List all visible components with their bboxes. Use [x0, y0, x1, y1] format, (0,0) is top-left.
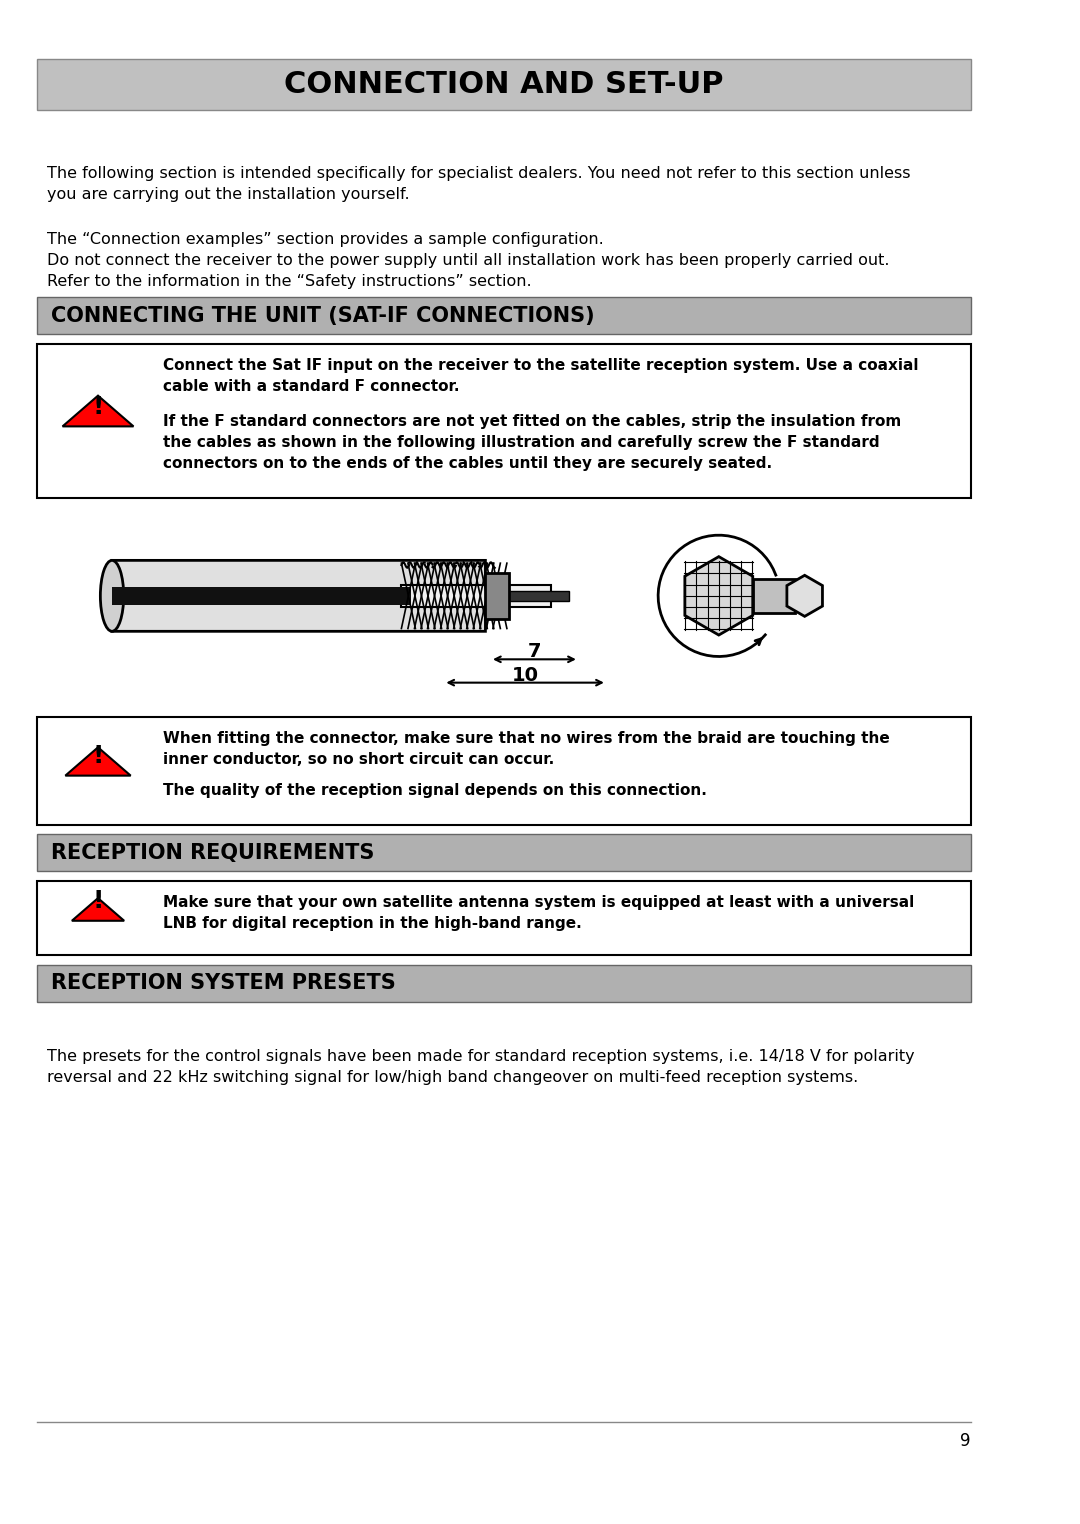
Text: The “Connection examples” section provides a sample configuration.
Do not connec: The “Connection examples” section provid…: [46, 232, 889, 288]
Text: The following section is intended specifically for specialist dealers. You need : The following section is intended specif…: [46, 166, 910, 203]
FancyBboxPatch shape: [38, 881, 971, 956]
Polygon shape: [787, 575, 823, 616]
FancyBboxPatch shape: [38, 834, 971, 872]
FancyBboxPatch shape: [112, 587, 410, 605]
Text: If the F standard connectors are not yet fitted on the cables, strip the insulat: If the F standard connectors are not yet…: [163, 415, 902, 471]
Text: 9: 9: [960, 1431, 971, 1449]
Text: !: !: [92, 890, 104, 913]
Polygon shape: [66, 747, 131, 776]
Text: CONNECTION AND SET-UP: CONNECTION AND SET-UP: [284, 70, 724, 99]
FancyBboxPatch shape: [112, 561, 485, 631]
Text: The presets for the control signals have been made for standard reception system: The presets for the control signals have…: [46, 1049, 915, 1085]
Text: Make sure that your own satellite antenna system is equipped at least with a uni: Make sure that your own satellite antenn…: [163, 895, 915, 931]
Text: 7: 7: [528, 642, 541, 661]
Polygon shape: [685, 556, 753, 636]
FancyBboxPatch shape: [495, 591, 569, 600]
Text: RECEPTION REQUIREMENTS: RECEPTION REQUIREMENTS: [52, 843, 375, 863]
FancyBboxPatch shape: [402, 585, 551, 607]
Text: 10: 10: [512, 666, 539, 684]
Ellipse shape: [100, 561, 124, 631]
Text: When fitting the connector, make sure that no wires from the braid are touching : When fitting the connector, make sure th…: [163, 732, 890, 767]
Text: !: !: [92, 744, 104, 768]
FancyBboxPatch shape: [754, 579, 795, 613]
FancyBboxPatch shape: [38, 344, 971, 498]
Polygon shape: [72, 898, 124, 920]
Text: The quality of the reception signal depends on this connection.: The quality of the reception signal depe…: [163, 782, 707, 797]
FancyBboxPatch shape: [38, 297, 971, 334]
Text: Connect the Sat IF input on the receiver to the satellite reception system. Use : Connect the Sat IF input on the receiver…: [163, 358, 919, 393]
Text: CONNECTING THE UNIT (SAT-IF CONNECTIONS): CONNECTING THE UNIT (SAT-IF CONNECTIONS): [52, 306, 595, 326]
FancyBboxPatch shape: [485, 573, 509, 619]
Text: RECEPTION SYSTEM PRESETS: RECEPTION SYSTEM PRESETS: [52, 974, 396, 994]
FancyBboxPatch shape: [38, 59, 971, 110]
Text: !: !: [92, 395, 104, 419]
Polygon shape: [63, 396, 134, 427]
FancyBboxPatch shape: [38, 965, 971, 1001]
FancyBboxPatch shape: [38, 718, 971, 824]
